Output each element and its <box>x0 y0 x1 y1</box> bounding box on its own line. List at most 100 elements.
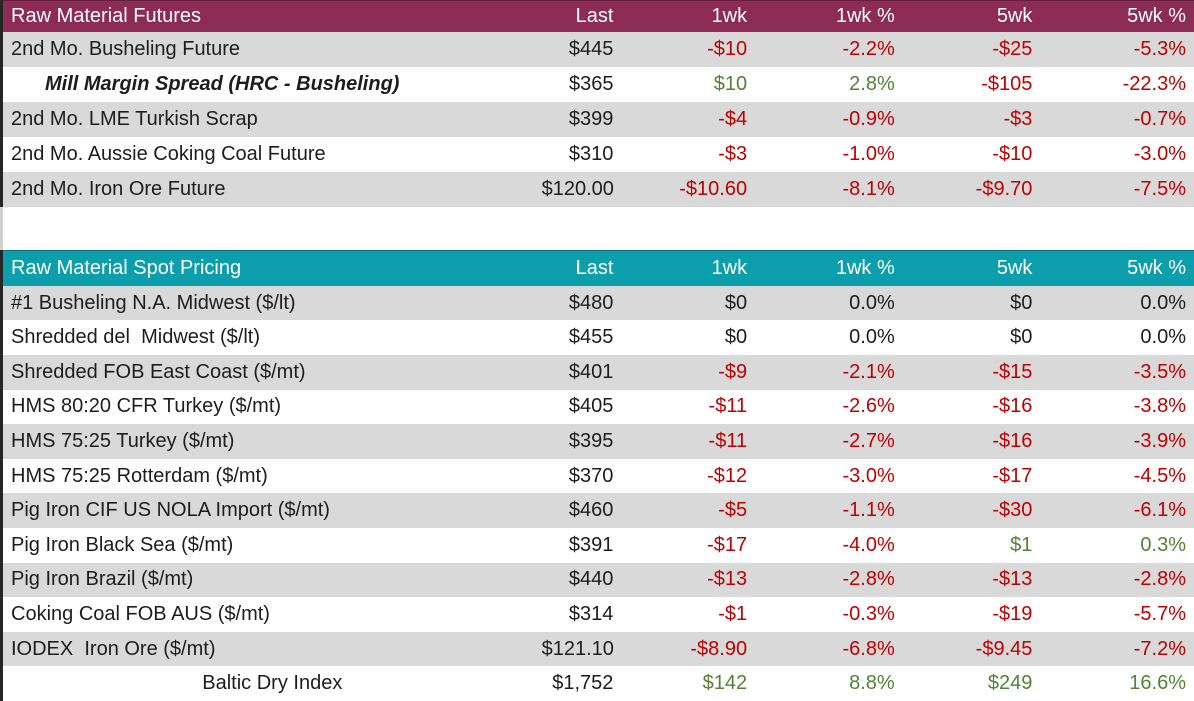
futures-table-header: Raw Material Futures Last 1wk 1wk % 5wk … <box>3 0 1194 32</box>
spot-pricing-table: Raw Material Spot Pricing Last 1wk 1wk %… <box>0 249 1194 701</box>
table-row: 2nd Mo. Busheling Future $445 -$10 -2.2% -$2… <box>3 32 1194 67</box>
value-cell: -$17 <box>992 464 1033 487</box>
value-cell: $370 <box>568 464 614 487</box>
value-cell: -$11 <box>708 430 748 453</box>
table-row: HMS 75:25 Turkey ($/mt) $395 -$11 -2.7% -$16… <box>3 424 1194 459</box>
row-label: Pig Iron Brazil ($/mt) <box>11 568 194 591</box>
table-row: 2nd Mo. Iron Ore Future $120.00 -$10.60 -8.… <box>3 172 1194 207</box>
value-cell: -1.0% <box>842 143 895 165</box>
column-header-last: Last <box>575 5 614 27</box>
row-label: 2nd Mo. LME Turkish Scrap <box>11 108 258 130</box>
value-cell: -3.0% <box>842 464 895 487</box>
row-label: 2nd Mo. Busheling Future <box>11 38 241 60</box>
column-header-last: Last <box>575 256 614 279</box>
value-cell: -$17 <box>707 533 748 556</box>
value-cell: $401 <box>568 360 614 383</box>
value-cell: $0 <box>724 291 748 314</box>
table-row: Pig Iron Brazil ($/mt) $440 -$13 -2.8% -$13 -… <box>3 562 1194 598</box>
value-cell: -2.2% <box>842 38 895 60</box>
value-cell: -6.1% <box>1133 499 1187 522</box>
value-cell: -$12 <box>707 464 748 487</box>
table-row: Pig Iron CIF US NOLA Import ($/mt) $460 -$… <box>3 493 1194 529</box>
column-header-1wk-pct: 1wk % <box>835 256 895 279</box>
value-cell: -5.7% <box>1133 603 1187 626</box>
row-label: Pig Iron Black Sea ($/mt) <box>11 533 234 556</box>
spot-table-title: Raw Material Spot Pricing <box>11 256 242 279</box>
table-row: Shredded FOB East Coast ($/mt) $401 -$9 -2.… <box>3 355 1194 390</box>
column-header-5wk: 5wk <box>996 5 1033 27</box>
value-cell: $445 <box>568 38 614 60</box>
value-cell: -4.5% <box>1133 464 1187 487</box>
value-cell: -$25 <box>992 38 1033 60</box>
value-cell: 0.0% <box>1140 326 1187 349</box>
value-cell: -$3 <box>1003 108 1033 130</box>
value-cell: -$105 <box>981 73 1033 95</box>
value-cell: $460 <box>568 499 614 522</box>
row-label: Coking Coal FOB AUS ($/mt) <box>11 603 270 626</box>
value-cell: 16.6% <box>1129 672 1186 695</box>
value-cell: -2.1% <box>842 360 895 383</box>
value-cell: -7.5% <box>1133 178 1187 200</box>
row-label: HMS 75:25 Rotterdam ($/mt) <box>11 464 268 487</box>
value-cell: $1,752 <box>552 672 614 695</box>
value-cell: -5.3% <box>1133 38 1187 60</box>
row-label: Pig Iron CIF US NOLA Import ($/mt) <box>11 499 330 522</box>
value-cell: -22.3% <box>1122 73 1187 95</box>
value-cell: 0.0% <box>849 291 895 314</box>
value-cell: -$9.70 <box>975 178 1033 200</box>
value-cell: -$5 <box>718 499 748 522</box>
value-cell: -$13 <box>992 568 1033 591</box>
row-label: 2nd Mo. Iron Ore Future <box>11 178 226 200</box>
spot-table-header: Raw Material Spot Pricing Last 1wk 1wk %… <box>3 249 1194 286</box>
row-label: HMS 75:25 Turkey ($/mt) <box>11 430 235 453</box>
column-header-5wk-pct: 5wk % <box>1127 256 1187 279</box>
row-label: 2nd Mo. Aussie Coking Coal Future <box>11 143 326 165</box>
column-header-1wk: 1wk <box>711 256 748 279</box>
table-row: Shredded del Midwest ($/lt) $455 $0 0.0% $0 0… <box>3 320 1194 356</box>
row-label: Shredded del Midwest ($/lt) <box>11 326 261 349</box>
table-row: HMS 80:20 CFR Turkey ($/mt) $405 -$11 -2.6%… <box>3 389 1194 425</box>
value-cell: $1 <box>1010 533 1033 556</box>
value-cell: $405 <box>568 395 614 418</box>
column-header-1wk: 1wk <box>711 5 748 27</box>
column-header-1wk-pct: 1wk % <box>835 5 895 27</box>
table-row: Coking Coal FOB AUS ($/mt) $314 -$1 -0.3% -$… <box>3 597 1194 632</box>
value-cell: -3.8% <box>1133 395 1187 418</box>
row-label: Mill Margin Spread (HRC - Busheling) <box>45 73 400 95</box>
column-header-5wk: 5wk <box>996 256 1033 279</box>
value-cell: -$9 <box>718 360 748 383</box>
value-cell: -$16 <box>992 395 1033 418</box>
value-cell: $391 <box>568 533 614 556</box>
value-cell: -3.0% <box>1133 143 1187 165</box>
value-cell: $395 <box>568 430 614 453</box>
value-cell: $314 <box>568 603 614 626</box>
value-cell: -2.7% <box>842 430 895 453</box>
futures-table-body: 2nd Mo. Busheling Future $445 -$10 -2.2% -$2… <box>3 32 1194 207</box>
value-cell: -3.5% <box>1133 360 1187 383</box>
value-cell: -1.1% <box>842 499 895 522</box>
table-row: 2nd Mo. Aussie Coking Coal Future $310 -$3… <box>3 137 1194 172</box>
table-row: HMS 75:25 Rotterdam ($/mt) $370 -$12 -3.0% -… <box>3 458 1194 494</box>
value-cell: $399 <box>568 108 614 130</box>
value-cell: -2.8% <box>842 568 895 591</box>
row-label: IODEX Iron Ore ($/mt) <box>11 637 216 660</box>
table-row: IODEX Iron Ore ($/mt) $121.10 -$8.90 -6.8% -… <box>3 631 1194 667</box>
value-cell: -3.9% <box>1133 430 1187 453</box>
value-cell: $0 <box>1010 291 1033 314</box>
value-cell: 0.0% <box>849 326 895 349</box>
futures-table: Raw Material Futures Last 1wk 1wk % 5wk … <box>0 0 1194 207</box>
value-cell: -$8.90 <box>690 637 748 660</box>
value-cell: -$11 <box>708 395 748 418</box>
value-cell: $142 <box>702 672 748 695</box>
column-header-5wk-pct: 5wk % <box>1127 5 1187 27</box>
value-cell: -$4 <box>718 108 748 130</box>
value-cell: $455 <box>568 326 614 349</box>
value-cell: $310 <box>568 143 614 165</box>
value-cell: -$1 <box>718 603 748 626</box>
table-row: 2nd Mo. LME Turkish Scrap $399 -$4 -0.9% -$3… <box>3 102 1194 137</box>
value-cell: -2.8% <box>1133 568 1187 591</box>
futures-table-title: Raw Material Futures <box>11 5 202 27</box>
value-cell: -$15 <box>992 360 1033 383</box>
value-cell: -$10 <box>707 38 748 60</box>
